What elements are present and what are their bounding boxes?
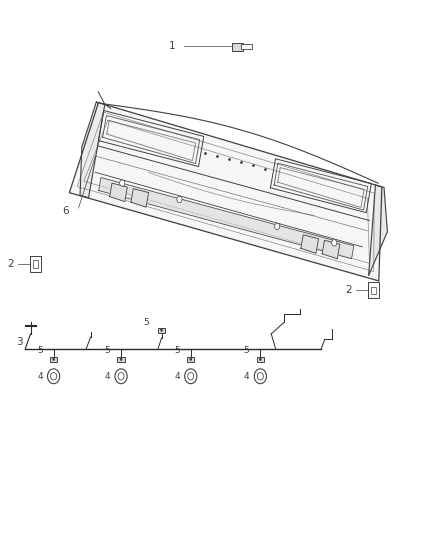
FancyBboxPatch shape [187, 357, 194, 362]
Circle shape [118, 373, 124, 380]
Circle shape [47, 369, 60, 384]
Circle shape [52, 358, 55, 361]
Text: 1: 1 [169, 42, 176, 52]
Text: 4: 4 [37, 372, 43, 381]
Text: 2: 2 [345, 285, 352, 295]
Circle shape [160, 328, 163, 332]
FancyBboxPatch shape [368, 282, 379, 298]
Circle shape [257, 373, 263, 380]
Circle shape [120, 180, 125, 186]
Text: 4: 4 [174, 372, 180, 381]
Text: 4: 4 [105, 372, 110, 381]
Circle shape [259, 358, 261, 361]
Text: 5: 5 [37, 346, 43, 355]
FancyBboxPatch shape [233, 43, 243, 51]
Polygon shape [322, 240, 340, 259]
FancyBboxPatch shape [50, 357, 57, 362]
Polygon shape [110, 183, 127, 201]
Polygon shape [99, 177, 354, 259]
Text: 5: 5 [244, 346, 250, 355]
FancyBboxPatch shape [33, 260, 38, 268]
Text: 5: 5 [144, 318, 149, 327]
Circle shape [185, 369, 197, 384]
Polygon shape [69, 103, 382, 281]
Text: 3: 3 [17, 337, 23, 348]
Text: 4: 4 [244, 372, 250, 381]
Polygon shape [301, 235, 318, 253]
FancyBboxPatch shape [241, 44, 252, 49]
Circle shape [177, 196, 182, 203]
Circle shape [120, 358, 122, 361]
Text: 5: 5 [104, 346, 110, 355]
FancyBboxPatch shape [158, 328, 165, 333]
Polygon shape [369, 185, 387, 276]
Polygon shape [80, 102, 105, 198]
FancyBboxPatch shape [30, 256, 41, 272]
Text: 6: 6 [62, 206, 69, 216]
Text: 5: 5 [174, 346, 180, 355]
Circle shape [275, 223, 280, 230]
Polygon shape [131, 189, 148, 207]
Circle shape [187, 373, 194, 380]
Text: 2: 2 [7, 259, 14, 269]
FancyBboxPatch shape [117, 357, 125, 362]
Circle shape [332, 240, 337, 246]
FancyBboxPatch shape [371, 287, 376, 294]
Circle shape [115, 369, 127, 384]
Circle shape [189, 358, 192, 361]
FancyBboxPatch shape [257, 357, 264, 362]
Circle shape [254, 369, 266, 384]
Circle shape [50, 373, 57, 380]
